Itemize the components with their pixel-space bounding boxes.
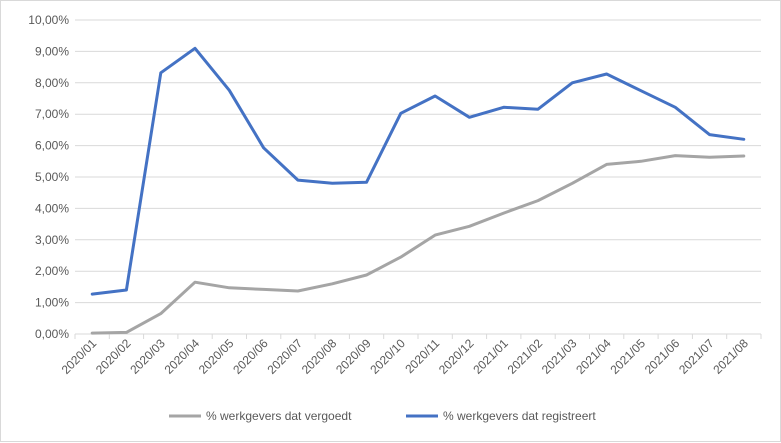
x-tick-label: 2021/05 — [607, 336, 648, 377]
data-point — [571, 81, 574, 84]
data-point — [537, 199, 540, 202]
data-point — [365, 181, 368, 184]
y-tick-label: 7,00% — [35, 107, 69, 121]
data-point — [639, 160, 642, 163]
data-point — [365, 273, 368, 276]
data-point — [674, 154, 677, 157]
x-tick-label: 2020/03 — [127, 336, 168, 377]
data-point — [331, 182, 334, 185]
series-line-1 — [90, 154, 746, 335]
series-lines — [90, 46, 746, 335]
data-point — [194, 281, 197, 284]
data-point — [605, 163, 608, 166]
data-point — [125, 289, 128, 292]
data-point — [708, 133, 711, 136]
data-point — [605, 73, 608, 76]
y-tick-label: 6,00% — [35, 139, 69, 153]
data-point — [674, 106, 677, 109]
legend: % werkgevers dat vergoedt % werkgevers da… — [169, 409, 596, 423]
data-point — [708, 156, 711, 159]
data-point — [228, 286, 231, 289]
data-point — [639, 89, 642, 92]
x-tick-label: 2020/10 — [367, 336, 408, 377]
y-tick-label: 8,00% — [35, 76, 69, 90]
legend-label-1: % werkgevers dat vergoedt — [206, 409, 352, 423]
x-axis: 2020/012020/022020/032020/042020/052020/… — [59, 334, 762, 377]
data-point — [742, 154, 745, 157]
data-point — [537, 108, 540, 111]
y-axis: 0,00% 1,00% 2,00% 3,00% 4,00% 5,00% 6,00% 7,00%… — [28, 13, 69, 341]
x-tick-label: 2020/08 — [299, 336, 340, 377]
x-tick-label: 2021/02 — [505, 336, 546, 377]
data-point — [399, 256, 402, 259]
y-tick-label: 9,00% — [35, 44, 69, 58]
gridlines — [75, 19, 761, 335]
data-point — [468, 225, 471, 228]
x-tick-label: 2021/08 — [710, 336, 751, 377]
data-point — [742, 138, 745, 141]
data-point — [228, 89, 231, 92]
x-tick-label: 2021/03 — [539, 336, 580, 377]
data-point — [434, 234, 437, 237]
y-tick-label: 0,00% — [35, 327, 69, 341]
data-point — [434, 94, 437, 97]
legend-label-2: % werkgevers dat registreert — [443, 409, 596, 423]
y-tick-label: 1,00% — [35, 296, 69, 310]
data-point — [331, 282, 334, 285]
x-tick-label: 2021/01 — [470, 336, 511, 377]
y-tick-label: 5,00% — [35, 170, 69, 184]
x-tick-label: 2020/12 — [436, 336, 477, 377]
x-tick-label: 2020/01 — [59, 336, 100, 377]
data-point — [296, 179, 299, 182]
data-point — [502, 106, 505, 109]
data-point — [262, 288, 265, 291]
x-tick-label: 2021/04 — [573, 336, 614, 377]
x-tick-label: 2020/05 — [196, 336, 237, 377]
x-tick-label: 2020/04 — [162, 336, 203, 377]
data-point — [125, 331, 128, 334]
y-tick-label: 3,00% — [35, 233, 69, 247]
y-tick-label: 4,00% — [35, 201, 69, 215]
data-point — [91, 332, 94, 335]
data-point — [399, 112, 402, 115]
x-tick-label: 2021/07 — [676, 336, 717, 377]
data-point — [91, 293, 94, 296]
x-tick-label: 2020/11 — [402, 336, 442, 376]
data-point — [571, 182, 574, 185]
data-point — [262, 146, 265, 149]
data-point — [194, 47, 197, 50]
data-point — [159, 71, 162, 74]
data-point — [468, 116, 471, 119]
x-tick-label: 2020/02 — [93, 336, 134, 377]
x-tick-label: 2020/09 — [333, 336, 374, 377]
x-tick-label: 2020/06 — [230, 336, 271, 377]
x-tick-label: 2020/07 — [264, 336, 305, 377]
y-tick-label: 2,00% — [35, 264, 69, 278]
y-tick-label: 10,00% — [28, 13, 69, 27]
data-point — [159, 312, 162, 315]
data-point — [502, 212, 505, 215]
series-line-2 — [90, 46, 746, 296]
x-tick-label: 2021/06 — [642, 336, 683, 377]
data-point — [296, 289, 299, 292]
